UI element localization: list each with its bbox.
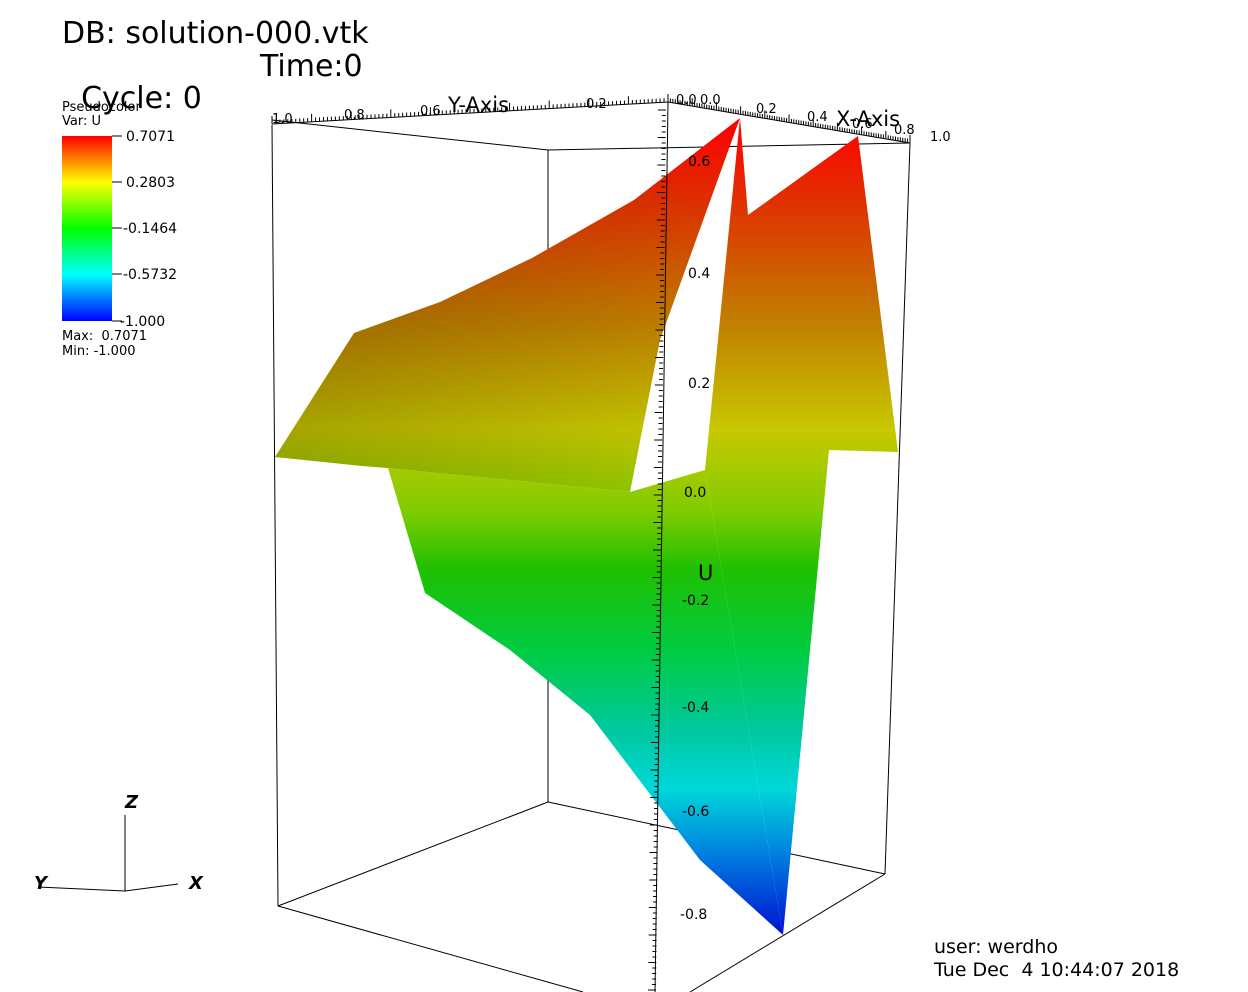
legend-max: Max: 0.7071 bbox=[62, 329, 148, 344]
x-tick-label: 0.4 bbox=[807, 110, 828, 125]
y-axis-ticks: 1.0 0.8 0.6 0.2 0.0 bbox=[272, 93, 697, 127]
y-tick-label: 0.2 bbox=[586, 97, 607, 112]
x-tick-label: 0.2 bbox=[756, 102, 777, 117]
y-tick-label: 0.0 bbox=[676, 93, 697, 108]
z-tick-label: 0.0 bbox=[684, 485, 706, 501]
triad-z-label: Z bbox=[124, 792, 139, 813]
cycle-label: Cycle: 0 bbox=[81, 81, 202, 116]
color-bar-label: -0.5732 bbox=[123, 267, 177, 283]
z-tick-label: -0.8 bbox=[680, 907, 707, 923]
z-tick-label: -0.6 bbox=[682, 804, 709, 820]
color-bar-label: 0.2803 bbox=[126, 175, 175, 191]
color-bar-labels: 0.7071 0.2803 -0.1464 -0.5732 -1.000 bbox=[120, 129, 177, 330]
x-tick-label: 0.6 bbox=[852, 117, 873, 132]
axis-tick-marks bbox=[271, 94, 911, 991]
x-tick-label: 1.0 bbox=[930, 130, 951, 145]
z-tick-label: -0.4 bbox=[682, 700, 709, 716]
orientation-triad bbox=[37, 815, 179, 892]
z-tick-label: 0.4 bbox=[688, 266, 710, 282]
y-tick-label: 0.6 bbox=[420, 104, 441, 119]
legend-variable: Var: U bbox=[62, 114, 101, 129]
x-axis-title: X-Axis bbox=[836, 107, 900, 131]
x-tick-label: 0.0 bbox=[700, 93, 721, 108]
color-bar-ticks bbox=[112, 135, 122, 322]
x-axis-ticks: 0.0 0.2 0.4 0.6 0.8 1.0 bbox=[700, 93, 951, 145]
z-tick-label: 0.6 bbox=[688, 154, 710, 170]
color-bar-label: 0.7071 bbox=[126, 129, 175, 145]
user-label: user: werdho bbox=[934, 936, 1058, 958]
pseudocolor-surface[interactable] bbox=[275, 118, 898, 935]
z-tick-label: -0.2 bbox=[682, 593, 709, 609]
z-axis-ticks: 0.6 0.4 0.2 0.0 -0.2 -0.4 -0.6 -0.8 bbox=[680, 154, 710, 923]
y-tick-label: 0.8 bbox=[344, 108, 365, 123]
color-bar-label: -0.1464 bbox=[123, 221, 177, 237]
database-title: DB: solution-000.vtk bbox=[62, 16, 369, 51]
x-tick-label: 0.8 bbox=[894, 123, 915, 138]
legend-plot-type: Pseudocolor bbox=[62, 100, 141, 115]
z-axis-title: U bbox=[698, 561, 713, 585]
triad-y-label: Y bbox=[34, 873, 49, 894]
y-axis-title: Y-Axis bbox=[447, 93, 509, 117]
color-bar-label: -1.000 bbox=[120, 314, 165, 330]
legend-min: Min: -1.000 bbox=[62, 344, 136, 359]
timestamp-label: Tue Dec 4 10:44:07 2018 bbox=[934, 959, 1180, 981]
color-bar bbox=[62, 136, 112, 321]
y-tick-label: 1.0 bbox=[272, 112, 293, 127]
triad-x-label: X bbox=[188, 873, 204, 894]
z-tick-label: 0.2 bbox=[688, 376, 710, 392]
time-label: Time:0 bbox=[260, 49, 363, 84]
cycle-time-line: Cycle: 0 Time:0 bbox=[62, 51, 363, 147]
